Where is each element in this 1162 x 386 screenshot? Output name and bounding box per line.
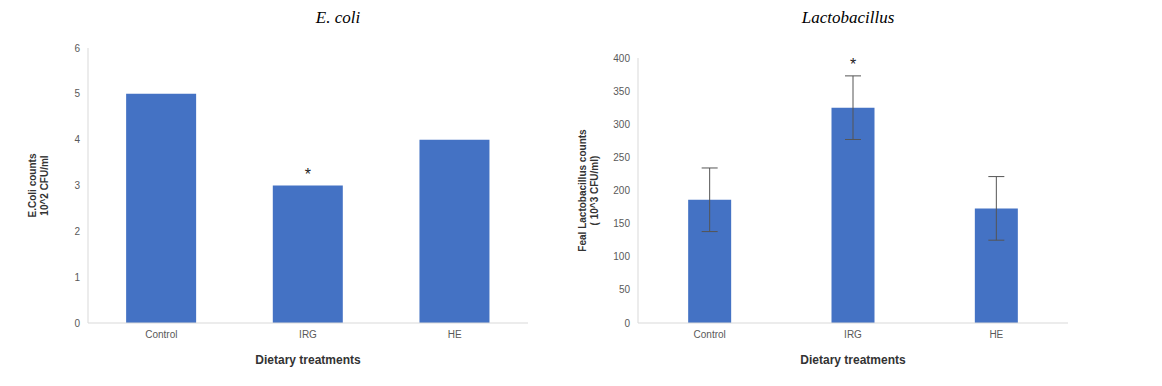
svg-text:2: 2 — [74, 226, 80, 237]
html-text:E. coli: E. coli — [315, 8, 361, 27]
svg-text:Control: Control — [694, 329, 726, 340]
svg-text:50: 50 — [619, 284, 631, 295]
svg-text:E.Coli counts10^2 CFU/ml: E.Coli counts10^2 CFU/ml — [27, 153, 50, 217]
svg-text:*: * — [850, 56, 856, 73]
svg-text:*: * — [305, 166, 311, 183]
svg-text:0: 0 — [624, 318, 630, 329]
svg-text:100: 100 — [613, 251, 630, 262]
svg-text:3: 3 — [74, 180, 80, 191]
svg-text:0: 0 — [74, 318, 80, 329]
svg-text:300: 300 — [613, 119, 630, 130]
svg-text:200: 200 — [613, 185, 630, 196]
html-text:Lactobacillus: Lactobacillus — [801, 8, 895, 27]
svg-text:IRG: IRG — [844, 329, 862, 340]
svg-text:Feal Lactobacillus counts( 10^: Feal Lactobacillus counts( 10^3 CFU/ml) — [577, 129, 600, 252]
svg-text:HE: HE — [989, 329, 1003, 340]
svg-text:Dietary treatments: Dietary treatments — [255, 353, 361, 367]
svg-text:6: 6 — [74, 43, 80, 54]
svg-text:Dietary treatments: Dietary treatments — [800, 353, 906, 367]
svg-text:4: 4 — [74, 134, 80, 145]
svg-text:5: 5 — [74, 88, 80, 99]
svg-text:HE: HE — [448, 329, 462, 340]
svg-text:Control: Control — [145, 329, 177, 340]
svg-text:150: 150 — [613, 218, 630, 229]
svg-text:400: 400 — [613, 53, 630, 64]
svg-text:350: 350 — [613, 86, 630, 97]
svg-text:1: 1 — [74, 272, 80, 283]
svg-text:IRG: IRG — [299, 329, 317, 340]
svg-text:250: 250 — [613, 152, 630, 163]
